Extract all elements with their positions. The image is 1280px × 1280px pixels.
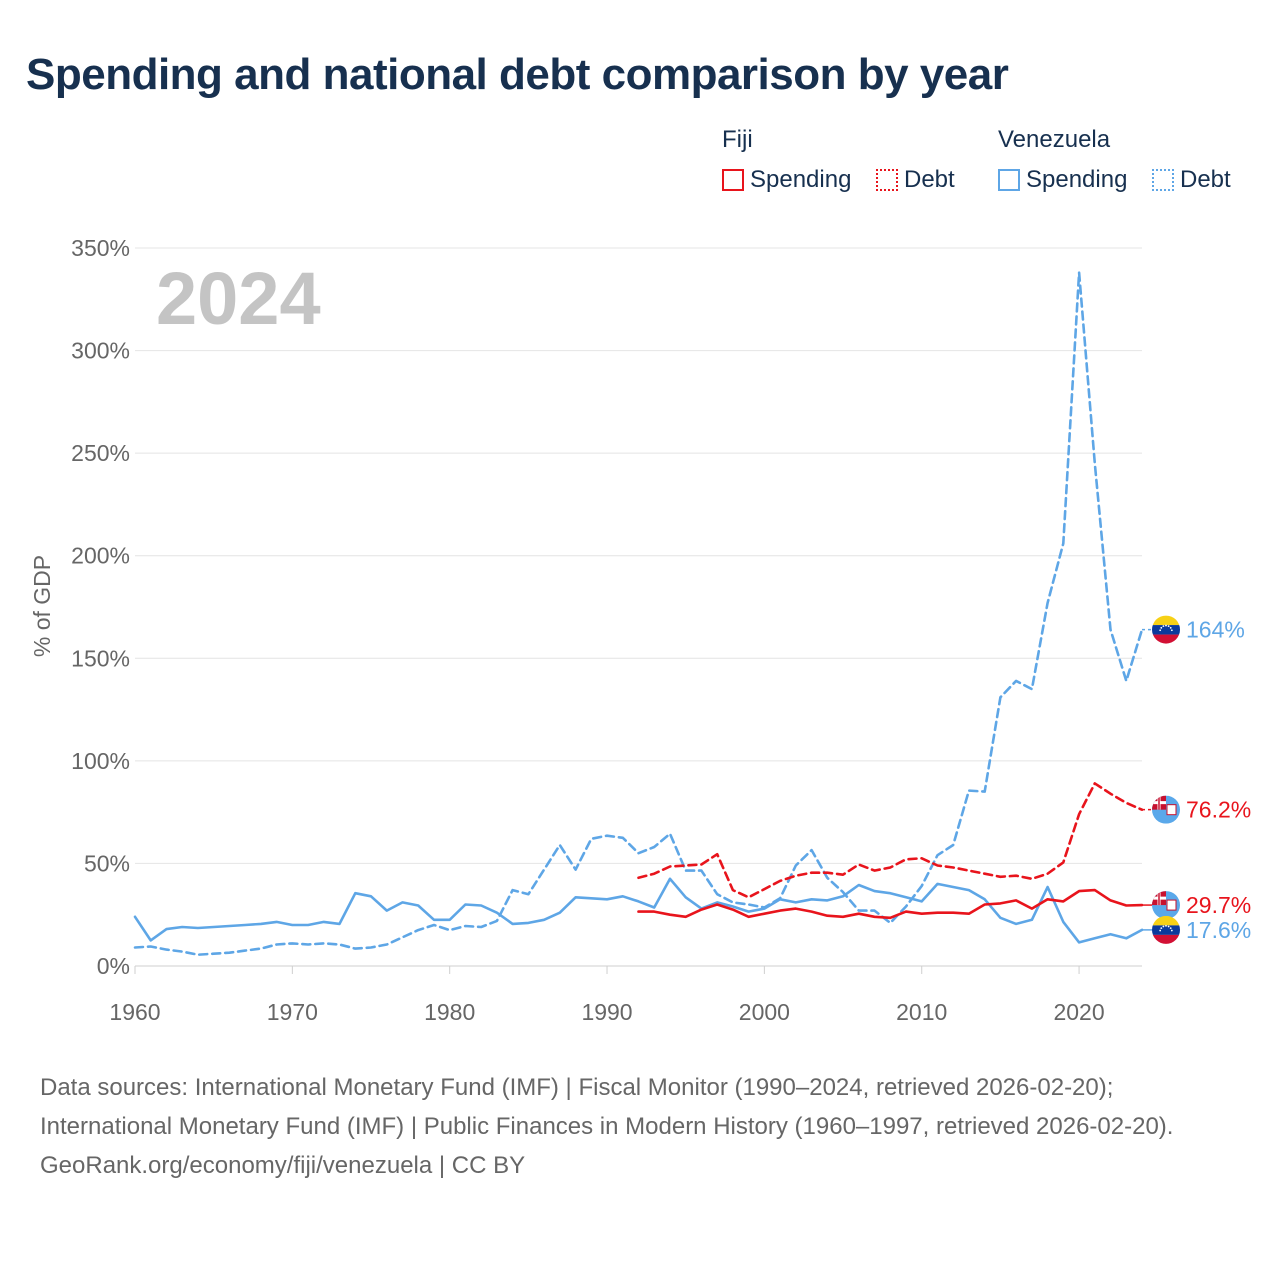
venezuela-flag-icon (1152, 915, 1180, 944)
y-tick-label: 200% (71, 543, 130, 569)
series-line-venezuela-spending[interactable] (133, 877, 1144, 944)
legend-swatch-dotted-icon (1152, 169, 1174, 191)
end-value-label: 76.2% (1186, 797, 1251, 823)
venezuela-flag-icon (1152, 615, 1180, 644)
chart-title: Spending and national debt comparison by… (26, 50, 1009, 99)
legend-label: Debt (1180, 166, 1231, 193)
attribution-link[interactable]: GeoRank.org/economy/fiji/venezuela | CC … (40, 1152, 526, 1179)
x-tick-label: 2020 (1053, 999, 1104, 1025)
x-tick-label: 1980 (424, 999, 475, 1025)
y-tick-label: 350% (71, 235, 130, 261)
legend-swatch-solid-icon (722, 169, 744, 191)
x-tick-label: 2000 (739, 999, 790, 1025)
y-tick-label: 50% (84, 850, 130, 876)
y-tick-label: 0% (97, 953, 130, 979)
end-label-venezuela-spending: 17.6% (1142, 915, 1251, 944)
legend-venezuela-debt[interactable]: Debt (1152, 166, 1231, 194)
y-axis-label: % of GDP (29, 555, 55, 657)
legend-fiji-spending[interactable]: Spending (722, 166, 851, 194)
legend-venezuela-spending[interactable]: Spending (998, 166, 1127, 194)
footer: Data sources: International Monetary Fun… (40, 1068, 1240, 1185)
legend-label: Spending (1026, 166, 1128, 193)
x-axis-ticks: 1960 1970 1980 1990 2000 2010 2020 (109, 966, 1105, 1025)
fiji-flag-icon (1152, 891, 1180, 920)
end-label-fiji-spending: 29.7% (1142, 891, 1251, 920)
x-tick-label: 2010 (896, 999, 947, 1025)
x-tick-label: 1990 (581, 999, 632, 1025)
line-chart: 0%50%100%150%200%250%300%350% 1960 1970 19… (29, 235, 1251, 1025)
end-labels: 164% 76.2% 29.7%17.6% (1142, 615, 1251, 944)
x-tick-label: 1960 (109, 999, 160, 1025)
year-badge: 2024 (156, 257, 321, 340)
y-tick-label: 300% (71, 338, 130, 364)
legend-fiji-debt[interactable]: Debt (876, 166, 955, 194)
end-value-label: 29.7% (1186, 892, 1251, 918)
legend-swatch-dotted-icon (876, 169, 898, 191)
y-tick-label: 150% (71, 645, 130, 671)
x-tick-label: 1970 (267, 999, 318, 1025)
series-lines (133, 271, 1144, 957)
legend-swatch-solid-icon (998, 169, 1020, 191)
y-axis-ticks: 0% 50% 100% 150% 200% 250% 300% 350% (71, 235, 130, 979)
fiji-flag-icon (1152, 795, 1180, 824)
chart-area: 0% 50% 100% 150% 200% 250% 300% 350% 1960 1970 19… (29, 235, 1251, 1025)
series-line-venezuela-debt[interactable] (133, 271, 1144, 957)
gridlines (135, 247, 1142, 967)
legend-group-fiji: Fiji (722, 126, 753, 153)
legend-label: Spending (750, 166, 852, 193)
series-line-fiji-spending[interactable] (637, 888, 1144, 920)
y-tick-label: 100% (71, 748, 130, 774)
end-value-label: 17.6% (1186, 917, 1251, 943)
end-value-label: 164% (1186, 617, 1245, 643)
y-tick-label: 250% (71, 440, 130, 466)
series-line-fiji-debt[interactable] (637, 782, 1144, 899)
legend-label: Debt (904, 166, 955, 193)
legend-group-venezuela: Venezuela (998, 126, 1111, 153)
end-label-fiji-debt: 76.2% (1142, 795, 1251, 824)
end-label-venezuela-debt: 164% (1142, 615, 1245, 644)
data-sources: Data sources: International Monetary Fun… (40, 1074, 1174, 1140)
